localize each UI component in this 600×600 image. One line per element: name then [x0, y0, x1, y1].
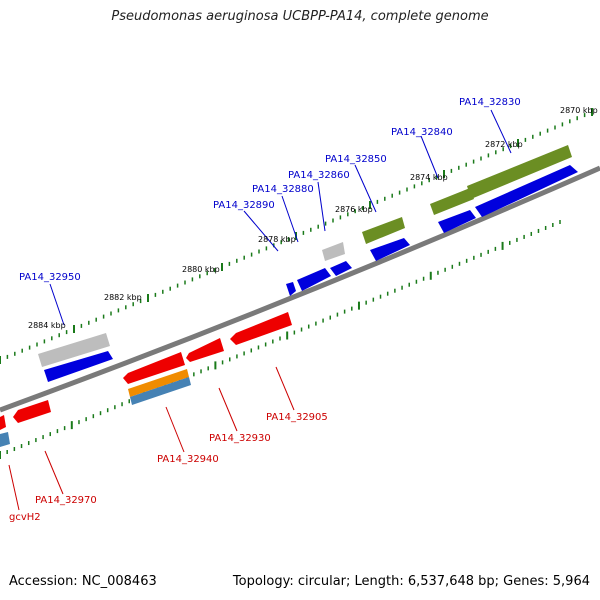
kbp-label: 2884 kbp [28, 321, 66, 330]
gene-arrow[interactable] [13, 400, 51, 423]
reverse-leader-lines [8, 366, 295, 511]
steel-feature[interactable] [0, 432, 10, 447]
gene-label[interactable]: PA14_32930 [209, 433, 271, 444]
gene-arrow[interactable] [475, 165, 578, 217]
gene-arrow[interactable] [44, 351, 113, 382]
gray-feature[interactable] [322, 242, 345, 261]
gene-label[interactable]: PA14_32890 [213, 200, 275, 211]
kbp-label: 2874 kbp [410, 173, 448, 182]
gene-arrow[interactable] [438, 210, 476, 233]
genome-summary-text: Topology: circular; Length: 6,537,648 bp… [232, 574, 590, 589]
gene-label[interactable]: PA14_32850 [325, 154, 387, 165]
gene-arrow[interactable] [297, 268, 331, 291]
steel-feature[interactable] [130, 377, 191, 405]
gene-arrow[interactable] [123, 352, 185, 384]
gene-label[interactable]: PA14_32860 [288, 170, 350, 181]
kbp-label: 2872 kbp [485, 140, 523, 149]
forward-leader-lines [49, 109, 512, 326]
gene-label[interactable]: PA14_32905 [266, 412, 328, 423]
gray-feature[interactable] [38, 333, 110, 367]
gene-arrow[interactable] [330, 261, 352, 276]
map-title: Pseudomonas aeruginosa UCBPP-PA14, compl… [111, 9, 489, 24]
gene-arrow[interactable] [370, 238, 410, 261]
genome-backbone [0, 165, 600, 413]
kbp-label: 2870 kbp [560, 106, 598, 115]
gene-arrow[interactable] [286, 282, 296, 296]
gene-label[interactable]: PA14_32950 [19, 272, 81, 283]
gene-label[interactable]: gcvH2 [9, 512, 41, 523]
kbp-label: 2876 kbp [335, 205, 373, 214]
gene-label[interactable]: PA14_32840 [391, 127, 453, 138]
gene-label[interactable]: PA14_32970 [35, 495, 97, 506]
accession-text: Accession: NC_008463 [9, 574, 157, 589]
kbp-label: 2882 kbp [104, 293, 142, 302]
kbp-label: 2880 kbp [182, 265, 220, 274]
olive-feature[interactable] [430, 188, 474, 215]
olive-feature[interactable] [467, 145, 572, 199]
forward-tick-track [0, 108, 593, 364]
orange-feature[interactable] [128, 369, 189, 397]
gene-label[interactable]: PA14_32940 [157, 454, 219, 465]
gene-arrow[interactable] [0, 415, 6, 430]
reverse-tick-track [0, 220, 561, 459]
gene-arrow[interactable] [186, 338, 224, 362]
gene-arrow[interactable] [230, 312, 292, 345]
kbp-label: 2878 kbp [258, 235, 296, 244]
olive-feature[interactable] [362, 217, 405, 244]
gene-label[interactable]: PA14_32830 [459, 97, 521, 108]
gene-label[interactable]: PA14_32880 [252, 184, 314, 195]
